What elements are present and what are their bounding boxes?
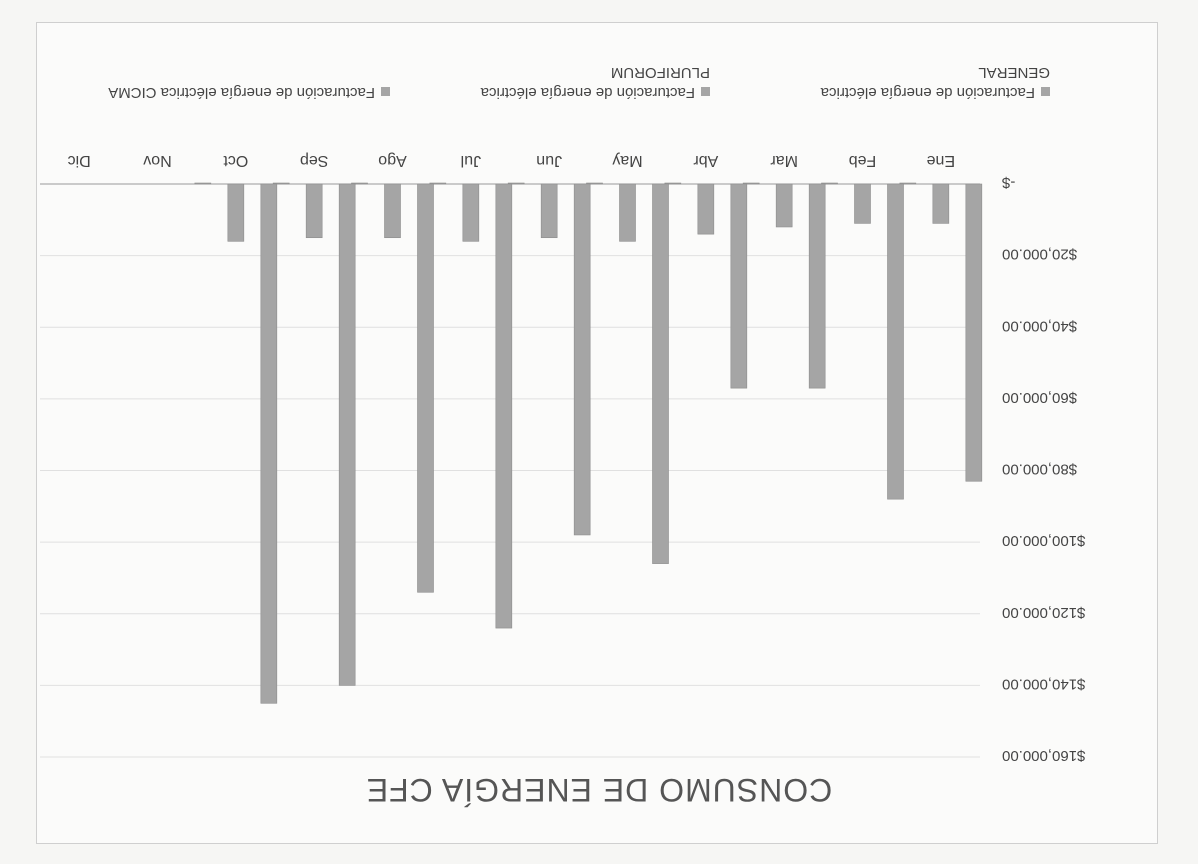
bar-cicma-feb xyxy=(821,182,838,185)
bar-cicma-may xyxy=(586,182,603,185)
bar-general-ago xyxy=(417,183,434,593)
y-tick-label: $140,000.00 xyxy=(1002,675,1085,692)
bar-pluriforum-ene xyxy=(932,183,950,224)
bar-general-jul xyxy=(495,183,513,629)
bar-pluriforum-oct xyxy=(227,183,245,242)
bar-pluriforum-may xyxy=(619,183,636,242)
bar-cicma-ago xyxy=(351,182,368,185)
bar-general-abr xyxy=(730,183,748,389)
bar-general-oct xyxy=(260,183,278,704)
legend-item-cicma: Facturación de energía eléctrica CICMA xyxy=(90,82,390,102)
bar-pluriforum-feb xyxy=(854,183,871,224)
legend-item-general: Facturación de energía eléctrica GENERAL xyxy=(750,62,1050,102)
x-tick-label: Sep xyxy=(300,152,329,169)
y-tick-label: $20,000.00 xyxy=(1002,246,1077,263)
bar-cicma-sep xyxy=(272,182,290,185)
bar-cicma-jul xyxy=(429,182,447,185)
legend-swatch-general xyxy=(1041,87,1050,97)
x-tick-label: Jul xyxy=(461,152,481,169)
bar-cicma-mar xyxy=(742,182,760,185)
x-tick-label: Jun xyxy=(536,152,562,169)
bar-pluriforum-ago xyxy=(384,183,401,239)
bar-general-feb xyxy=(887,183,904,500)
x-tick-label: Dic xyxy=(68,152,91,169)
legend-swatch-pluriforum xyxy=(701,87,710,97)
y-tick-label: -$ xyxy=(1001,174,1015,191)
y-tick-label: $40,000.00 xyxy=(1002,317,1077,334)
legend-label-cicma: Facturación de energía eléctrica CICMA xyxy=(108,84,375,101)
x-tick-label: Nov xyxy=(143,152,171,169)
bar-cicma-abr xyxy=(664,182,682,185)
bar-pluriforum-sep xyxy=(305,183,323,239)
bar-general-ene xyxy=(965,183,983,482)
y-tick-label: $80,000.00 xyxy=(1002,461,1077,478)
x-tick-label: Oct xyxy=(223,152,248,169)
y-tick-label: $160,000.00 xyxy=(1002,747,1085,764)
x-tick-label: Abr xyxy=(693,152,719,169)
bar-general-jun xyxy=(573,183,591,536)
x-tick-label: May xyxy=(612,152,642,169)
legend-swatch-cicma xyxy=(381,87,390,97)
bar-pluriforum-jun xyxy=(540,183,558,239)
bar-pluriforum-jul xyxy=(462,183,480,242)
x-tick-label: Feb xyxy=(849,152,877,169)
y-tick-label: $100,000.00 xyxy=(1002,532,1085,549)
legend-label-general: Facturación de energía eléctrica GENERAL xyxy=(820,64,1050,101)
bar-general-sep xyxy=(338,183,356,686)
bar-cicma-ene xyxy=(899,182,917,185)
bar-pluriforum-mar xyxy=(775,183,793,228)
legend-label-pluriforum: Facturación de energía eléctrica PLURIFO… xyxy=(480,64,710,101)
bar-general-may xyxy=(652,183,669,564)
bar-cicma-oct xyxy=(194,182,212,185)
bar-general-mar xyxy=(808,183,826,389)
x-tick-label: Mar xyxy=(770,152,798,169)
x-tick-label: Ago xyxy=(378,152,407,169)
bar-cicma-jun xyxy=(507,182,525,185)
bar-pluriforum-abr xyxy=(697,183,715,235)
x-tick-label: Ene xyxy=(926,152,955,169)
y-tick-label: $120,000.00 xyxy=(1002,604,1085,621)
legend-item-pluriforum: Facturación de energía eléctrica PLURIFO… xyxy=(410,62,710,102)
chart-legend: Facturación de energía eléctrica GENERAL… xyxy=(0,42,1198,102)
y-tick-label: $60,000.00 xyxy=(1002,389,1077,406)
